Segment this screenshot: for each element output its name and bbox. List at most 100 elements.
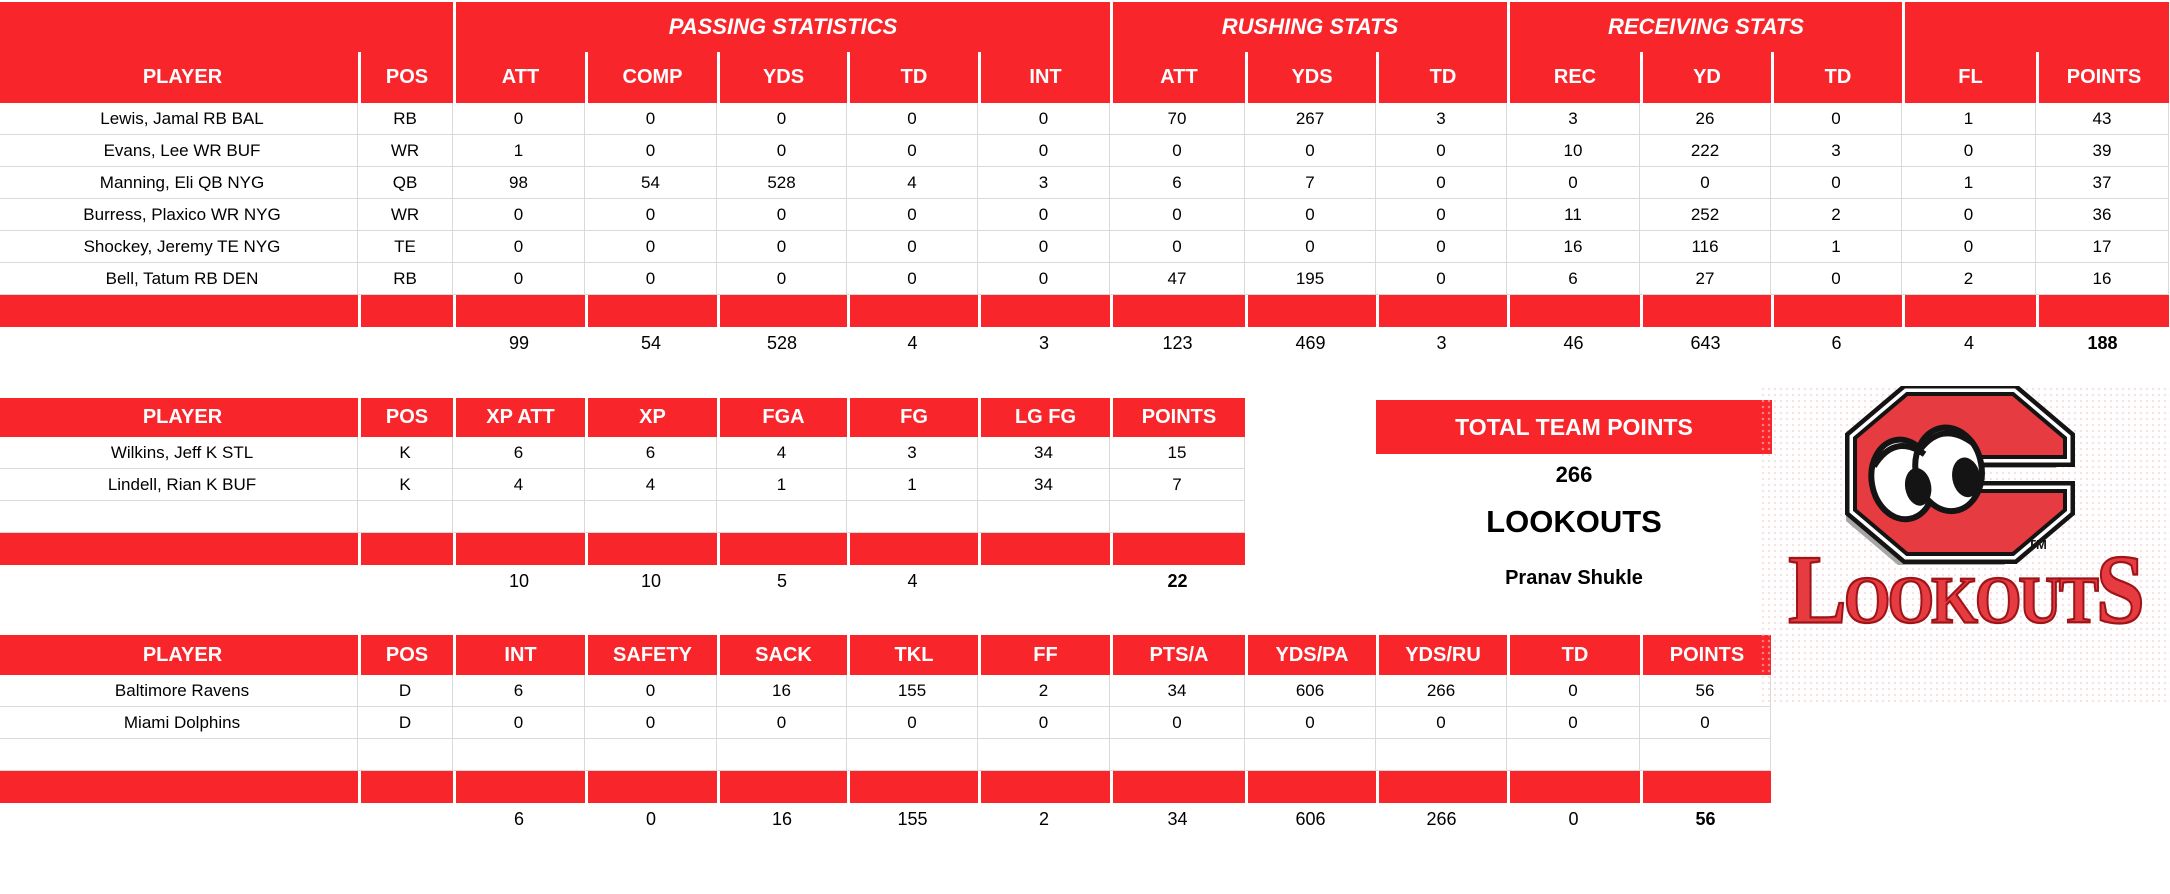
column-header: POINTS (2036, 52, 2169, 103)
stat-cell: 0 (1507, 167, 1640, 199)
stat-cell: 4 (717, 437, 847, 469)
total-cell: 16 (771, 808, 793, 829)
separator-cell (453, 295, 585, 327)
blank-cell (717, 739, 847, 771)
stat-cell: 0 (978, 199, 1110, 231)
player-cell: Lindell, Rian K BUF (0, 469, 358, 501)
blank-cell (0, 739, 358, 771)
blank-cell (717, 501, 847, 533)
stat-cell: 0 (1245, 135, 1376, 167)
separator-cell (717, 295, 847, 327)
separator-cell (1110, 533, 1245, 565)
blank-cell (978, 739, 1110, 771)
stat-cell: 1 (1771, 231, 1902, 263)
total-cell: 56 (1695, 808, 1716, 829)
column-header: FG (847, 398, 978, 437)
stat-cell: 0 (1902, 199, 2036, 231)
wordmark-letter: O (1974, 563, 2023, 638)
stat-cell: 528 (717, 167, 847, 199)
pos-cell: K (358, 469, 453, 501)
stat-cell: 0 (453, 103, 585, 135)
separator-cell (2036, 295, 2169, 327)
total-spacer (358, 327, 453, 359)
column-header: XP ATT (453, 398, 585, 437)
blank-cell (585, 501, 717, 533)
separator-cell (358, 771, 453, 803)
wordmark-letter: O (1887, 563, 1936, 638)
column-header: INT (453, 635, 585, 675)
lookouts-wordmark: LOOKOUTS (1760, 540, 2170, 641)
blank-cell (358, 739, 453, 771)
lookouts-logo: TM LOOKOUTS (1760, 386, 2170, 702)
total-cell: 0 (1568, 808, 1579, 829)
total-spacer (0, 327, 358, 359)
stat-cell: 16 (717, 675, 847, 707)
blank-cell (453, 739, 585, 771)
column-header: POS (358, 635, 453, 675)
total-cell: 188 (2087, 332, 2118, 353)
separator-cell (1507, 771, 1640, 803)
separator-cell (1902, 295, 2036, 327)
stat-cell: 0 (1110, 231, 1245, 263)
total-spacer (358, 803, 453, 835)
stat-cell: 0 (978, 707, 1110, 739)
stat-cell: 0 (1376, 167, 1507, 199)
total-cell: 643 (1690, 332, 1721, 353)
stat-cell: 39 (2036, 135, 2169, 167)
total-cell: 4 (1963, 332, 1974, 353)
stat-cell: 155 (847, 675, 978, 707)
stat-cell: 0 (847, 707, 978, 739)
stat-cell: 11 (1507, 199, 1640, 231)
stat-cell: 1 (717, 469, 847, 501)
blank-cell (847, 739, 978, 771)
stat-cell: 0 (1245, 707, 1376, 739)
stat-cell: 0 (717, 231, 847, 263)
section-header (0, 2, 453, 52)
stat-cell: 2 (978, 675, 1110, 707)
total-cell: 606 (1295, 808, 1326, 829)
stat-cell: 0 (978, 263, 1110, 295)
stat-cell: 222 (1640, 135, 1771, 167)
separator-cell (585, 295, 717, 327)
column-header: PLAYER (0, 52, 358, 103)
stat-cell: 98 (453, 167, 585, 199)
stat-cell: 0 (1376, 231, 1507, 263)
stat-cell: 7 (1245, 167, 1376, 199)
stat-cell: 26 (1640, 103, 1771, 135)
section-header: PASSING STATISTICS (453, 2, 1110, 52)
stat-cell: 0 (1771, 103, 1902, 135)
blank-cell (1110, 739, 1245, 771)
stat-cell: 0 (585, 675, 717, 707)
stat-cell: 0 (978, 231, 1110, 263)
stat-cell: 0 (585, 135, 717, 167)
separator-cell (717, 771, 847, 803)
total-cell: 4 (907, 332, 918, 353)
total-cell: 34 (1167, 808, 1188, 829)
wordmark-letter: O (1843, 563, 1892, 638)
stat-cell: 16 (1507, 231, 1640, 263)
stat-cell: 0 (585, 199, 717, 231)
stat-cell: 4 (847, 167, 978, 199)
stat-cell: 3 (1771, 135, 1902, 167)
column-header: ATT (1110, 52, 1245, 103)
blank-cell (847, 501, 978, 533)
stat-cell: 3 (1376, 103, 1507, 135)
column-header: TD (1507, 635, 1640, 675)
stat-cell: 266 (1376, 675, 1507, 707)
total-cell: 266 (1426, 808, 1457, 829)
stat-cell: 4 (453, 469, 585, 501)
kickers-table: PLAYER POS XP ATT XP FGA FG LG FG POINTS Wilkins… (0, 398, 1245, 597)
stat-cell: 4 (585, 469, 717, 501)
team-owner: Pranav Shukle (1505, 566, 1643, 589)
stat-cell: 1 (1902, 167, 2036, 199)
column-header: PLAYER (0, 398, 358, 437)
stat-cell: 0 (847, 199, 978, 231)
separator-cell (847, 533, 978, 565)
stat-cell: 16 (2036, 263, 2169, 295)
separator-cell (0, 295, 358, 327)
total-cell: 155 (897, 808, 928, 829)
lookouts-c-logo: TM (1845, 386, 2075, 565)
stat-cell: 0 (847, 231, 978, 263)
column-header: YDS/PA (1245, 635, 1376, 675)
section-header (1902, 2, 2169, 52)
